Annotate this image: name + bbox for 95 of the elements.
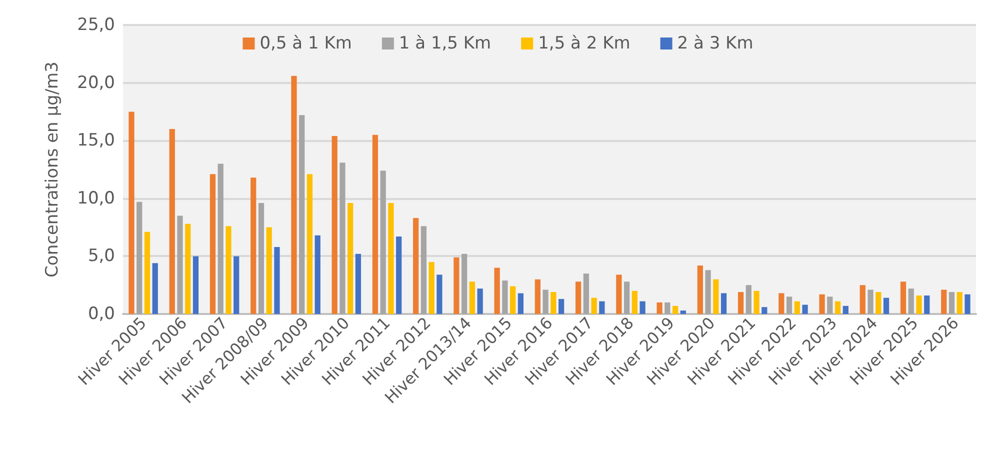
bar	[883, 298, 890, 314]
bar	[616, 274, 622, 314]
legend-label: 1 à 1,5 Km	[398, 34, 492, 54]
bar	[591, 298, 597, 314]
bar	[964, 294, 970, 314]
bar	[794, 301, 800, 314]
bar	[868, 290, 874, 314]
bar	[941, 290, 947, 314]
bar	[640, 301, 646, 314]
legend-label: 1,5 à 2 Km	[538, 34, 630, 54]
y-tick-label: 10,0	[77, 188, 115, 208]
y-tick-label: 15,0	[77, 130, 115, 151]
bar	[469, 282, 476, 314]
legend-label: 2 à 3 Km	[677, 34, 754, 54]
bar	[388, 203, 394, 314]
bar	[299, 115, 305, 314]
bar	[624, 282, 630, 314]
bar	[754, 290, 760, 314]
bar	[266, 227, 272, 314]
legend-label: 0,5 à 1 Km	[260, 34, 352, 54]
bar	[908, 288, 914, 314]
bar	[355, 254, 362, 314]
bar	[413, 218, 419, 314]
bar	[332, 136, 338, 314]
bar	[916, 296, 922, 314]
bar	[819, 294, 825, 314]
bar	[306, 174, 313, 314]
bar	[534, 279, 540, 314]
bar	[291, 76, 297, 314]
y-tick-label: 0,0	[88, 304, 115, 324]
bar	[177, 216, 183, 314]
y-tick-label: 20,0	[77, 72, 115, 93]
bar	[169, 129, 175, 314]
bar	[713, 279, 719, 314]
bar	[348, 203, 354, 314]
bar	[778, 293, 784, 314]
bar	[786, 296, 792, 314]
bar	[948, 292, 955, 314]
bar	[372, 134, 378, 314]
y-tick-label: 5,0	[88, 246, 115, 266]
bar	[454, 257, 460, 314]
bar	[924, 296, 930, 314]
bar	[144, 232, 150, 314]
bar	[842, 306, 848, 314]
bar	[420, 226, 427, 314]
bar	[558, 298, 564, 314]
bar	[136, 202, 142, 314]
bar	[340, 162, 346, 314]
bar	[956, 292, 962, 314]
bar	[226, 226, 232, 314]
bar	[518, 293, 524, 314]
bar	[218, 164, 224, 314]
bar	[680, 310, 686, 314]
bar	[185, 224, 191, 314]
bar	[860, 285, 866, 314]
bar	[380, 170, 386, 314]
bar	[827, 296, 833, 314]
bar	[900, 282, 906, 314]
bar	[834, 301, 841, 314]
bar	[128, 112, 134, 314]
bar	[250, 178, 256, 314]
bar	[876, 292, 882, 314]
bar	[502, 280, 508, 314]
bar	[746, 285, 752, 314]
bar	[192, 256, 199, 314]
bar	[697, 265, 703, 314]
bar	[583, 274, 589, 314]
bar	[542, 290, 548, 314]
bar	[462, 254, 468, 314]
y-tick-label: 25,0	[77, 15, 115, 35]
bar	[210, 174, 216, 314]
bar	[396, 236, 402, 314]
bar	[274, 246, 280, 314]
bar	[575, 282, 582, 314]
bar	[738, 292, 744, 314]
bar	[599, 301, 605, 314]
bar	[672, 306, 678, 314]
bar	[494, 268, 500, 314]
bar	[428, 262, 434, 314]
bar	[152, 263, 158, 314]
bar	[762, 307, 768, 314]
bar	[550, 292, 556, 314]
bar	[234, 256, 240, 314]
bar	[436, 274, 442, 314]
y-axis-title: Concentrations en µg/m3	[42, 62, 62, 278]
bar	[664, 302, 670, 314]
bar	[802, 304, 808, 314]
bar	[705, 270, 711, 314]
bar	[477, 288, 483, 314]
bar	[510, 286, 516, 314]
bar	[258, 203, 264, 314]
bar	[656, 302, 662, 314]
bar	[314, 235, 320, 314]
bar	[632, 290, 638, 314]
bar	[720, 293, 727, 314]
